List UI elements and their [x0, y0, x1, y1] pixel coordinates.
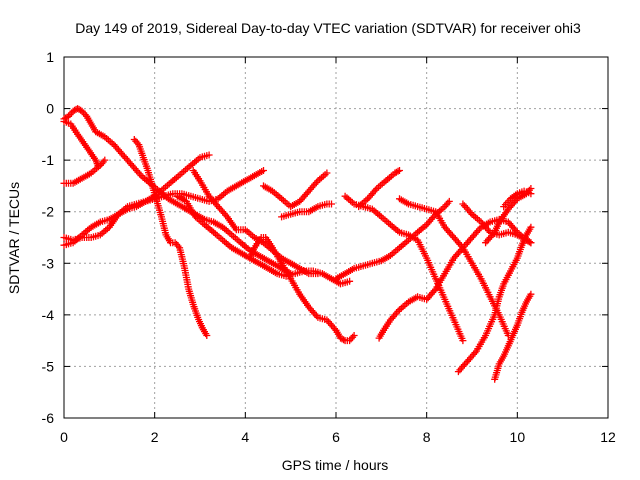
y-tick-label: -5 — [42, 358, 55, 374]
chart-title: Day 149 of 2019, Sidereal Day-to-day VTE… — [75, 20, 581, 36]
y-tick-label: -4 — [42, 307, 55, 323]
data-point-markers — [60, 118, 102, 169]
data-track — [260, 169, 331, 211]
data-point-markers — [454, 223, 535, 376]
x-axis-label: GPS time / hours — [282, 457, 389, 473]
y-tick-label: -6 — [42, 410, 55, 426]
data-track — [454, 223, 535, 376]
data-track — [375, 215, 535, 342]
y-tick-label: -3 — [42, 255, 55, 271]
data-track — [500, 187, 535, 211]
data-track — [60, 118, 102, 169]
data-track — [396, 195, 512, 339]
data-point-markers — [491, 290, 535, 383]
data-track — [459, 200, 535, 247]
data-point-markers — [260, 169, 331, 211]
data-point-markers — [375, 215, 535, 342]
data-track — [130, 136, 211, 339]
x-tick-label: 12 — [600, 429, 616, 445]
data-track — [246, 234, 358, 345]
data-track — [341, 192, 467, 345]
x-tick-label: 6 — [332, 429, 340, 445]
data-point-markers — [341, 192, 467, 345]
data-markers — [60, 105, 535, 383]
x-tick-label: 4 — [241, 429, 249, 445]
y-axis-ticks: -6 -5 -4 -3 -2 -1 0 1 — [42, 49, 608, 426]
data-point-markers — [60, 151, 213, 249]
data-point-markers — [355, 167, 403, 211]
data-track — [355, 167, 403, 211]
data-point-markers — [278, 200, 335, 221]
data-track — [332, 197, 453, 283]
data-point-markers — [130, 136, 211, 339]
data-point-markers — [332, 197, 453, 283]
y-tick-label: -1 — [42, 152, 55, 168]
data-track — [60, 151, 213, 249]
data-track — [60, 156, 109, 187]
x-tick-label: 8 — [423, 429, 431, 445]
data-track — [278, 200, 335, 221]
x-tick-label: 10 — [510, 429, 526, 445]
data-point-markers — [396, 195, 512, 339]
x-axis-ticks: 0 2 4 6 8 10 12 — [60, 57, 616, 445]
data-track — [491, 290, 535, 383]
data-point-markers — [459, 200, 535, 247]
y-axis-label: SDTVAR / TECUs — [6, 182, 22, 294]
y-tick-label: 1 — [46, 49, 54, 65]
data-point-markers — [500, 187, 535, 211]
x-tick-label: 0 — [60, 429, 68, 445]
y-tick-label: -2 — [42, 204, 55, 220]
data-point-markers — [60, 156, 109, 187]
y-tick-label: 0 — [46, 101, 54, 117]
data-point-markers — [246, 234, 358, 345]
x-tick-label: 2 — [151, 429, 159, 445]
